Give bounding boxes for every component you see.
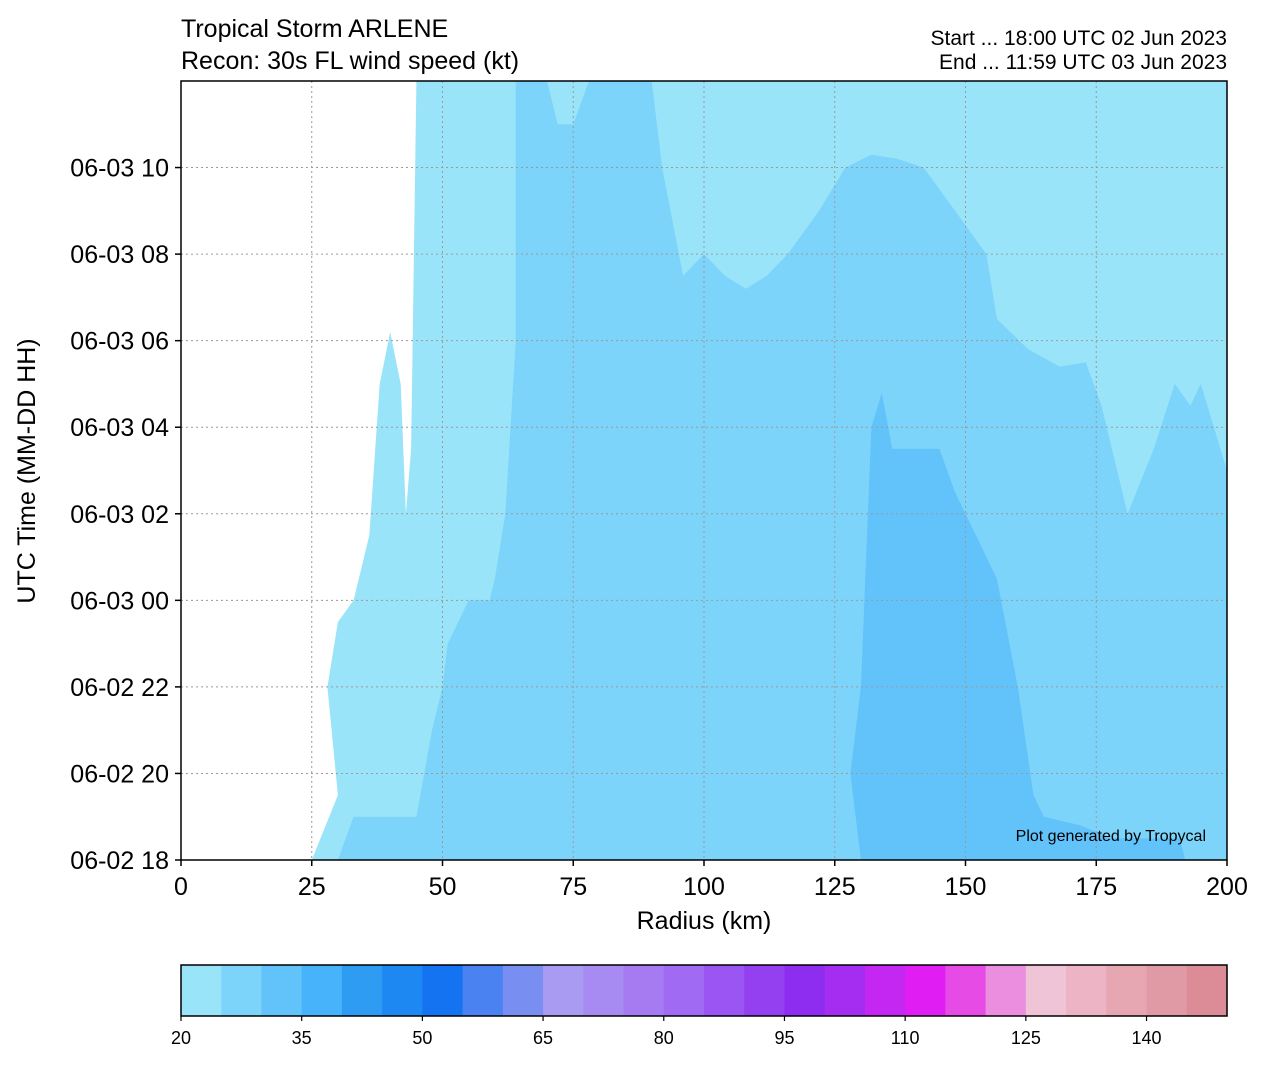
colorbar-swatch bbox=[1146, 965, 1188, 1016]
colorbar-swatch bbox=[502, 965, 544, 1016]
colorbar-swatch bbox=[623, 965, 665, 1016]
colorbar-swatch bbox=[341, 965, 383, 1016]
colorbar-swatch bbox=[181, 965, 222, 1016]
colorbar-swatch bbox=[1066, 965, 1107, 1016]
colorbar-swatch bbox=[985, 965, 1027, 1016]
colorbar-tick-label: 50 bbox=[412, 1028, 432, 1048]
gridlines bbox=[181, 81, 1227, 860]
y-tick-label: 06-03 02 bbox=[70, 501, 169, 529]
colorbar-swatch bbox=[784, 965, 826, 1016]
y-tick-label: 06-02 20 bbox=[70, 760, 169, 788]
colorbar-tick-label: 65 bbox=[533, 1028, 553, 1048]
chart-subtitle: Recon: 30s FL wind speed (kt) bbox=[181, 47, 519, 75]
contour-fill-3 bbox=[850, 392, 1186, 860]
colorbar-swatch bbox=[261, 965, 303, 1016]
colorbar-swatch bbox=[704, 965, 745, 1016]
colorbar-swatch bbox=[945, 965, 987, 1016]
colorbar-tick-label: 110 bbox=[891, 1028, 920, 1048]
y-axis: 06-02 18 06-02 20 06-02 22 06-03 00 06-03 02… bbox=[70, 155, 181, 875]
colorbar-swatch bbox=[744, 965, 786, 1016]
colorbar-swatch bbox=[221, 965, 263, 1016]
end-time-label: End ... 11:59 UTC 03 Jun 2023 bbox=[939, 51, 1227, 74]
x-tick-label: 125 bbox=[814, 873, 856, 901]
colorbar-frame bbox=[180, 964, 1228, 1017]
y-tick-label: 06-03 04 bbox=[70, 414, 169, 442]
plot-area bbox=[180, 80, 1228, 861]
colorbar-swatch bbox=[583, 965, 625, 1016]
x-tick-label: 200 bbox=[1206, 873, 1248, 901]
colorbar-swatch bbox=[905, 965, 946, 1016]
colorbar-swatch bbox=[824, 965, 866, 1016]
x-tick-label: 100 bbox=[683, 873, 725, 901]
x-tick-label: 25 bbox=[298, 873, 326, 901]
colorbar-tick-label: 35 bbox=[292, 1028, 312, 1048]
chart-title: Tropical Storm ARLENE bbox=[181, 15, 448, 43]
x-axis-label: Radius (km) bbox=[637, 907, 772, 935]
colorbar-swatch bbox=[1106, 965, 1148, 1016]
y-tick-label: 06-03 08 bbox=[70, 241, 169, 269]
x-tick-label: 75 bbox=[559, 873, 587, 901]
colorbar-swatch bbox=[422, 965, 464, 1016]
colorbar-tick-label: 140 bbox=[1132, 1028, 1162, 1048]
x-tick-label: 0 bbox=[174, 873, 188, 901]
colorbar: 20 35 50 65 80 95 110 125 140 bbox=[171, 964, 1228, 1048]
contour-fills bbox=[311, 81, 1227, 860]
y-tick-label: 06-03 00 bbox=[70, 587, 169, 615]
y-tick-label: 06-02 18 bbox=[70, 847, 169, 875]
colorbar-swatch bbox=[663, 965, 705, 1016]
y-axis-label: UTC Time (MM-DD HH) bbox=[13, 338, 41, 603]
y-tick-label: 06-03 10 bbox=[70, 155, 169, 183]
colorbar-tick-label: 95 bbox=[774, 1028, 794, 1048]
colorbar-swatch bbox=[301, 965, 343, 1016]
colorbar-swatch bbox=[864, 965, 906, 1016]
y-tick-label: 06-03 06 bbox=[70, 328, 169, 356]
start-time-label: Start ... 18:00 UTC 02 Jun 2023 bbox=[930, 27, 1227, 50]
colorbar-swatch bbox=[543, 965, 584, 1016]
colorbar-swatch bbox=[1186, 965, 1228, 1016]
y-tick-label: 06-02 22 bbox=[70, 674, 169, 702]
x-axis: 0 25 50 75 100 125 150 175 200 bbox=[174, 860, 1248, 901]
colorbar-tick-label: 20 bbox=[171, 1028, 191, 1048]
x-tick-label: 50 bbox=[429, 873, 457, 901]
x-tick-label: 150 bbox=[945, 873, 987, 901]
colorbar-swatch bbox=[462, 965, 504, 1016]
colorbar-swatch bbox=[382, 965, 423, 1016]
colorbar-tick-label: 125 bbox=[1011, 1028, 1041, 1048]
colorbar-tick-label: 80 bbox=[654, 1028, 674, 1048]
x-tick-label: 175 bbox=[1075, 873, 1117, 901]
colorbar-swatch bbox=[1025, 965, 1067, 1016]
credit-label: Plot generated by Tropycal bbox=[1016, 828, 1206, 845]
